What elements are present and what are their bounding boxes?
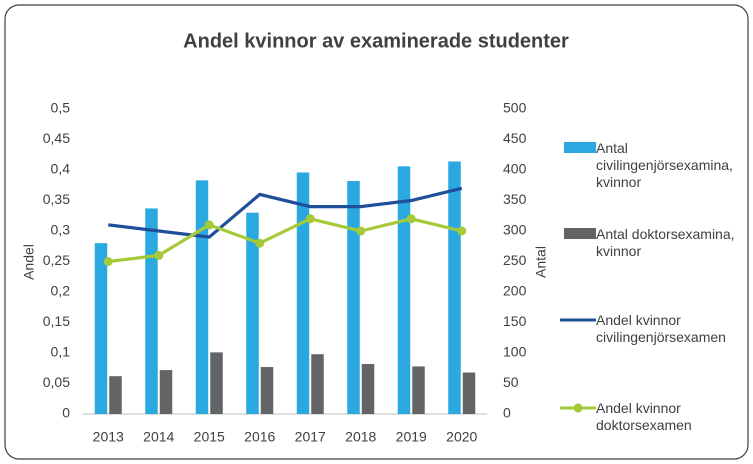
bar (361, 363, 375, 414)
y-tick-label: 0,35 (43, 191, 70, 207)
y2-tick-label: 500 (503, 100, 527, 116)
point (103, 257, 113, 266)
legend-marker (560, 403, 596, 413)
legend-item: Antal civilingenjörsexamina, kvinnor (540, 140, 745, 191)
y2-tick-label: 50 (503, 374, 519, 390)
y-tick-label: 0 (62, 405, 70, 421)
legend-dot (573, 403, 583, 413)
legend-label: Antal civilingenjörsexamina, kvinnor (596, 140, 733, 190)
y-tick-label: 0,4 (51, 161, 71, 177)
bar (260, 367, 274, 414)
bar (448, 161, 461, 414)
legend-label: Antal doktorsexamina, kvinnor (596, 226, 735, 259)
legend-marker (564, 142, 596, 153)
bar (94, 243, 108, 414)
y-axis-label: Andel (21, 244, 37, 280)
legend-swatch (564, 142, 596, 153)
line (108, 186, 463, 239)
bar (195, 180, 209, 414)
y-tick-label: 0,3 (51, 222, 71, 238)
legend-swatch (564, 228, 596, 239)
y2-tick-label: 350 (503, 191, 527, 207)
line (108, 217, 463, 264)
y-tick-label: 0,1 (51, 344, 71, 360)
legend-marker (564, 228, 596, 239)
chart-title: Andel kvinnor av examinerade studenter (183, 30, 569, 52)
x-tick-label: 2017 (295, 429, 326, 445)
bar (145, 208, 158, 414)
bar (347, 180, 360, 414)
bar (462, 372, 476, 414)
point (154, 250, 164, 260)
x-tick-label: 2020 (446, 429, 477, 445)
y2-tick-label: 300 (503, 222, 527, 238)
x-tick-label: 2013 (93, 429, 124, 445)
y-tick-label: 0,45 (43, 130, 70, 146)
legend-label: Andel kvinnor doktorsexamen (596, 400, 692, 433)
y2-tick-label: 400 (503, 161, 527, 177)
bar (311, 354, 324, 414)
legend-item: Andel kvinnor doktorsexamen (540, 400, 745, 434)
y-tick-label: 0,25 (43, 252, 70, 268)
bar (109, 376, 122, 414)
x-tick-label: 2014 (143, 429, 174, 445)
point (406, 214, 416, 224)
bar (397, 166, 411, 414)
bar (159, 370, 173, 414)
legend-marker (560, 318, 596, 322)
y2-tick-label: 450 (503, 130, 527, 146)
x-tick-label: 2019 (396, 429, 427, 445)
x-tick-label: 2015 (194, 429, 225, 445)
y-tick-label: 0,15 (43, 313, 70, 329)
y2-tick-label: 100 (503, 344, 527, 360)
legend-item: Andel kvinnor civilingenjörsexamen (540, 312, 745, 346)
y2-tick-label: 0 (503, 405, 511, 421)
y-tick-label: 0,05 (43, 374, 70, 390)
legend-label: Andel kvinnor civilingenjörsexamen (596, 312, 726, 345)
point (356, 226, 366, 236)
y-tick-label: 0,5 (51, 100, 71, 116)
point (204, 220, 214, 230)
legend-item: Antal doktorsexamina, kvinnor (540, 226, 745, 260)
y2-tick-label: 200 (503, 283, 527, 299)
point (305, 214, 315, 224)
y2-tick-label: 150 (503, 313, 527, 329)
y2-tick-label: 250 (503, 252, 527, 268)
bar (246, 212, 259, 414)
x-tick-label: 2018 (345, 429, 376, 445)
y2-axis-label: Antal (533, 246, 549, 278)
bar (412, 366, 425, 414)
y-tick-label: 0,2 (51, 283, 71, 299)
point (457, 226, 467, 236)
bar (296, 172, 310, 414)
frame (4, 4, 749, 460)
point (255, 238, 265, 248)
x-tick-label: 2016 (244, 429, 275, 445)
bar (210, 352, 223, 414)
